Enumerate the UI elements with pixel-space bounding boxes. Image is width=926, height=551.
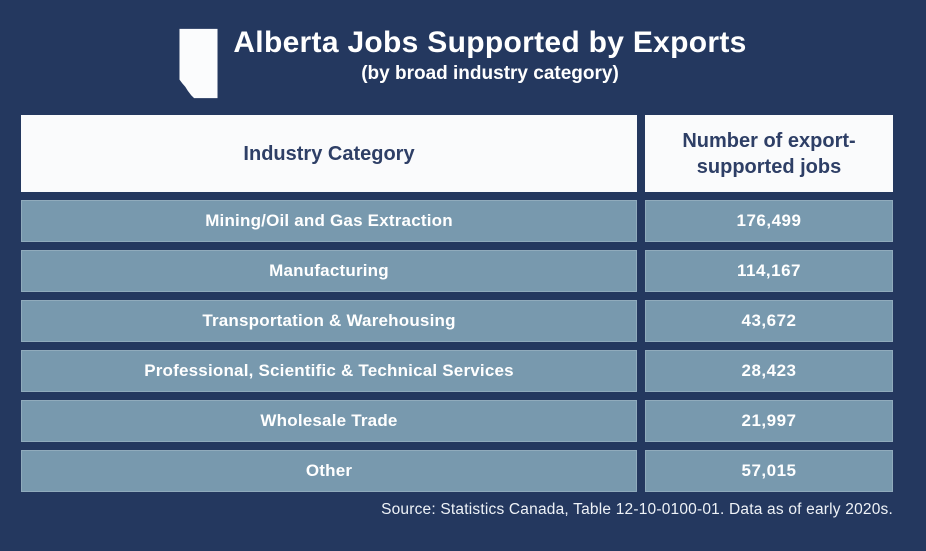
column-header-jobs: Number of export-supported jobs [645, 115, 893, 192]
page-title: Alberta Jobs Supported by Exports [233, 26, 747, 59]
table-row-value-wholesale: 21,997 [645, 400, 893, 442]
table-row-value-other: 57,015 [645, 450, 893, 492]
table-row-value-manufacturing: 114,167 [645, 250, 893, 292]
column-header-industry: Industry Category [21, 115, 637, 192]
page-subtitle: (by broad industry category) [361, 63, 619, 84]
source-note: Source: Statistics Canada, Table 12-10-0… [381, 501, 893, 518]
table-row-category-wholesale: Wholesale Trade [21, 400, 637, 442]
table-row-category-other: Other [21, 450, 637, 492]
table-row-category-transportation: Transportation & Warehousing [21, 300, 637, 342]
table-row-value-transportation: 43,672 [645, 300, 893, 342]
title-block: Alberta Jobs Supported by Exports (by br… [233, 26, 746, 85]
table-row-category-professional: Professional, Scientific & Technical Ser… [21, 350, 637, 392]
table-row-category-mining: Mining/Oil and Gas Extraction [21, 200, 637, 242]
table-row-value-professional: 28,423 [645, 350, 893, 392]
alberta-province-icon [179, 28, 218, 99]
jobs-table: Industry Category Number of export-suppo… [21, 115, 893, 492]
table-row-value-mining: 176,499 [645, 200, 893, 242]
header: Alberta Jobs Supported by Exports (by br… [0, 26, 926, 99]
table-row-category-manufacturing: Manufacturing [21, 250, 637, 292]
